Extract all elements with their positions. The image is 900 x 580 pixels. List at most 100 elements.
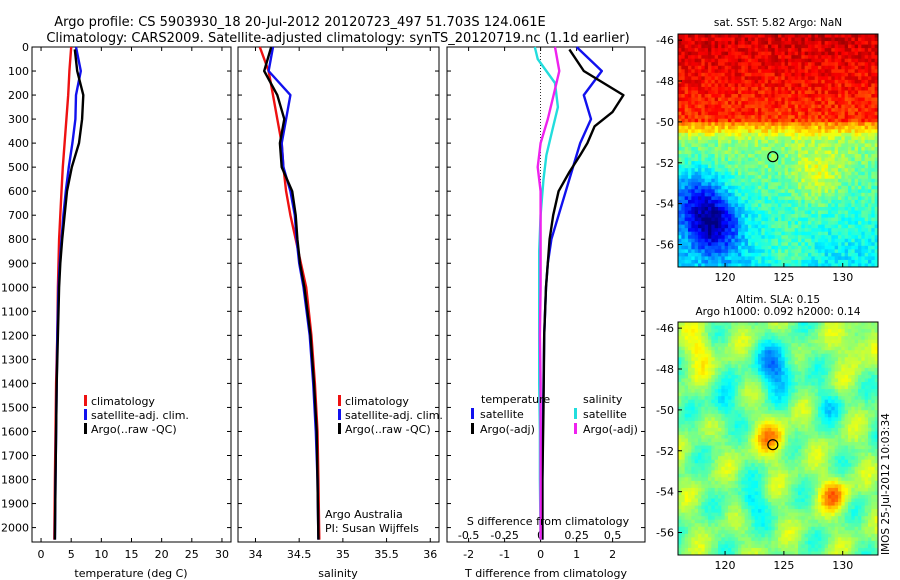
sst-map-cell: [844, 157, 849, 162]
sst-map-cell: [874, 192, 879, 197]
sst-map-cell: [748, 94, 752, 98]
sst-map-cell: [714, 199, 719, 204]
sst-map-cell: [764, 206, 769, 211]
sst-map-cell: [724, 189, 729, 194]
sst-map-cell: [804, 196, 809, 201]
sst-map-cell: [851, 44, 856, 49]
sla-map-cell: [708, 329, 712, 333]
sst-map-cell: [868, 34, 872, 38]
sst-map-cell: [688, 182, 692, 187]
sst-map-cell: [691, 101, 696, 106]
sst-map-cell: [838, 238, 842, 243]
sst-map-cell: [848, 249, 852, 254]
sst-map-cell: [814, 115, 819, 120]
sst-map-cell: [848, 118, 852, 123]
sst-map-cell: [814, 72, 819, 77]
sst-map-cell: [714, 175, 719, 180]
sst-map-cell: [681, 69, 686, 74]
sst-map-cell: [868, 164, 872, 169]
sst-map-cell: [734, 231, 739, 236]
sst-map-cell: [721, 108, 726, 113]
sst-map-cell: [821, 143, 826, 148]
sst-map-cell: [854, 34, 859, 38]
sst-map-cell: [708, 206, 712, 211]
sst-map-cell: [844, 139, 849, 144]
sst-map-cell: [714, 178, 719, 183]
sst-map-cell: [758, 182, 762, 187]
sst-map-cell: [771, 231, 776, 236]
sst-map-cell: [684, 122, 689, 127]
sst-map-cell: [858, 69, 862, 74]
sst-map-cell: [788, 154, 792, 158]
sst-map-cell: [848, 192, 852, 197]
sst-map-cell: [698, 245, 702, 250]
sla-map-cell: [858, 339, 862, 344]
sst-map-cell: [744, 37, 749, 42]
sst-map-cell: [774, 161, 779, 166]
sla-map-cell: [774, 329, 779, 333]
sla-map-cell: [781, 350, 786, 355]
sst-map-cell: [861, 44, 866, 49]
sst-map-cell: [788, 79, 792, 84]
sst-map-cell: [804, 125, 809, 130]
sst-map-cell: [868, 157, 872, 162]
sst-map-cell: [854, 210, 859, 215]
sla-map-cell: [744, 329, 749, 333]
sst-map-cell: [874, 90, 879, 95]
sst-map-cell: [701, 129, 706, 134]
sla-map-cell: [874, 350, 879, 355]
sst-map-cell: [748, 58, 752, 63]
sst-map-cell: [834, 249, 839, 254]
sst-map-cell: [818, 118, 822, 123]
sst-map-cell: [718, 245, 722, 250]
sla-map-cell: [721, 336, 726, 341]
sst-map-cell: [864, 104, 869, 109]
sst-map-cell: [854, 136, 859, 141]
sst-map-cell: [701, 196, 706, 201]
sst-map-cell: [751, 41, 756, 45]
sst-map-cell: [744, 69, 749, 74]
sst-map-cell: [754, 161, 759, 166]
sst-map-cell: [728, 196, 732, 201]
sst-map-cell: [774, 51, 779, 56]
sst-map-cell: [741, 217, 746, 222]
sst-map-cell: [861, 146, 866, 151]
sst-map-cell: [858, 90, 862, 95]
sst-map-cell: [761, 256, 766, 261]
sst-map-cell: [694, 192, 699, 197]
sla-map-cell: [844, 332, 849, 337]
sst-map-cell: [808, 76, 812, 81]
sst-map-cell: [711, 146, 716, 151]
sst-map-cell: [761, 185, 766, 190]
sla-map-cell: [718, 325, 722, 330]
sst-map-cell: [841, 76, 846, 81]
sst-map-cell: [808, 97, 812, 102]
sst-map-cell: [741, 86, 746, 91]
sst-map-cell: [694, 108, 699, 113]
sst-map-cell: [784, 238, 789, 243]
sla-map-cell: [764, 360, 769, 365]
sla-map-cell: [791, 322, 796, 326]
x-tick-label: -2: [463, 548, 474, 561]
sst-map-cell: [694, 217, 699, 222]
sst-map-cell: [694, 185, 699, 190]
sst-map-cell: [868, 192, 872, 197]
sst-map-cell: [768, 62, 772, 67]
sla-map-cell: [838, 360, 842, 365]
sst-map-cell: [704, 65, 709, 70]
sst-map-cell: [751, 104, 756, 109]
sst-map-cell: [861, 69, 866, 74]
sst-map-cell: [761, 79, 766, 84]
sst-map-cell: [811, 51, 816, 56]
sst-map-cell: [781, 203, 786, 208]
sst-map-cell: [701, 238, 706, 243]
sst-map-cell: [788, 182, 792, 187]
sst-map-cell: [728, 235, 732, 240]
sst-map-cell: [691, 83, 696, 88]
sst-map-cell: [761, 125, 766, 130]
sst-map-cell: [684, 97, 689, 102]
sst-map-cell: [701, 94, 706, 98]
sla-map-cell: [868, 360, 872, 365]
sst-map-cell: [678, 62, 682, 67]
sst-map-cell: [868, 210, 872, 215]
